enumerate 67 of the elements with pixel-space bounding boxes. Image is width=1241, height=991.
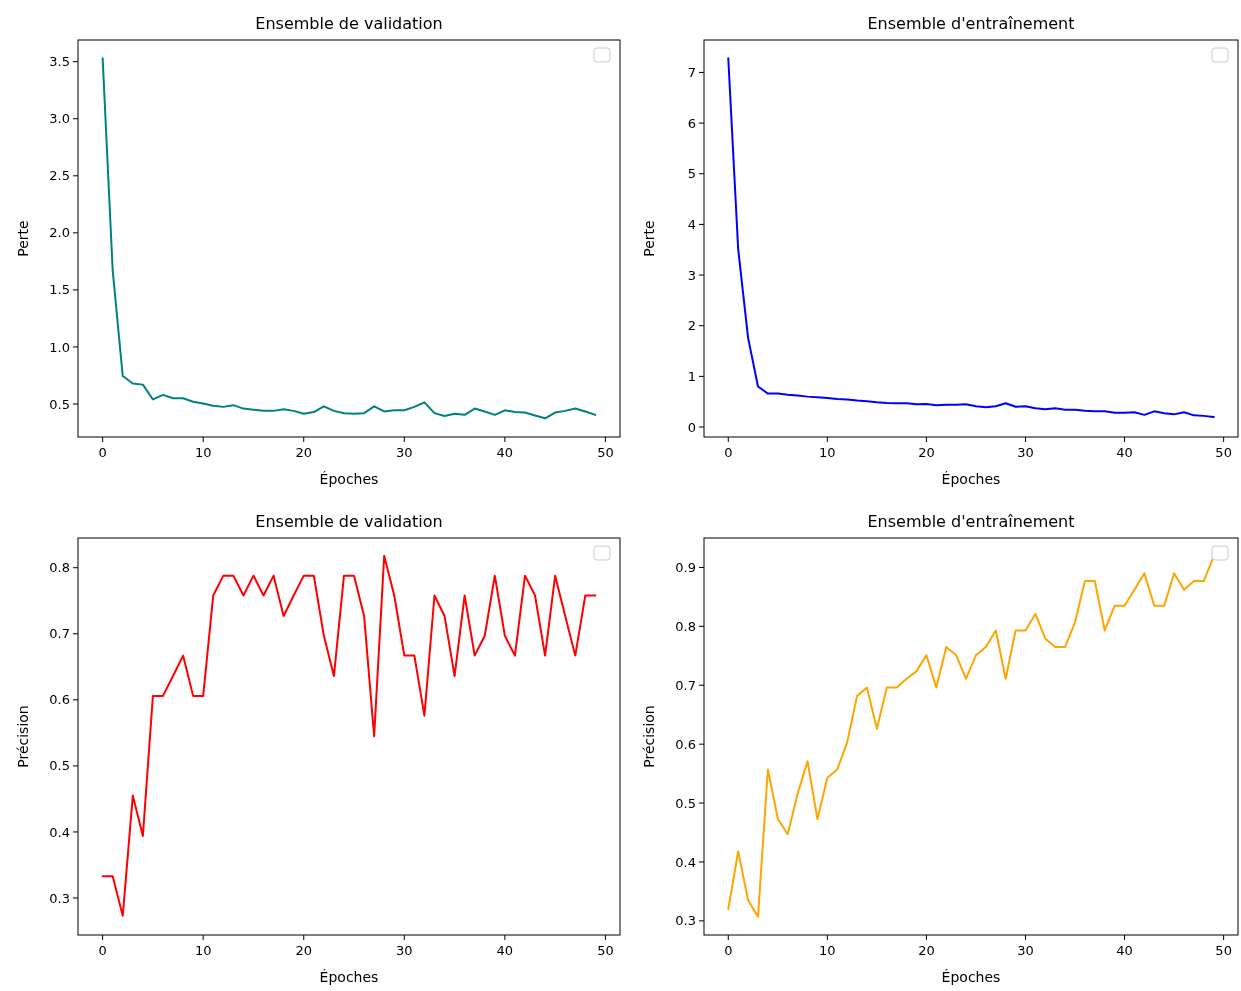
x-tick-label: 20 bbox=[918, 943, 935, 958]
y-tick-label: 0.7 bbox=[49, 626, 70, 642]
x-tick-label: 30 bbox=[396, 943, 413, 958]
x-tick-label: 10 bbox=[819, 943, 836, 958]
y-tick-label: 3.0 bbox=[49, 111, 70, 127]
y-tick-label: 0.6 bbox=[675, 736, 696, 752]
y-tick-label: 7 bbox=[687, 64, 696, 80]
x-tick-label: 30 bbox=[1017, 943, 1034, 958]
x-tick-label: 30 bbox=[1017, 445, 1034, 460]
chart-title: Ensemble de validation bbox=[255, 14, 443, 33]
y-tick-label: 0.3 bbox=[49, 890, 70, 906]
y-tick-label: 3.5 bbox=[49, 54, 70, 70]
y-tick-label: 0.7 bbox=[675, 677, 696, 693]
x-tick-label: 20 bbox=[295, 943, 313, 958]
line-series bbox=[727, 57, 1215, 418]
x-tick-label: 40 bbox=[496, 943, 514, 958]
y-tick-label: 0.5 bbox=[675, 795, 696, 811]
y-tick-label: 1.0 bbox=[49, 339, 70, 355]
line-series bbox=[101, 554, 597, 917]
y-tick-label: 0.4 bbox=[49, 824, 70, 840]
line-series bbox=[101, 57, 597, 420]
y-tick-label: 5 bbox=[687, 166, 696, 182]
x-tick-label: 20 bbox=[918, 445, 935, 460]
x-tick-label: 10 bbox=[819, 445, 836, 460]
y-tick-label: 0.6 bbox=[49, 692, 70, 708]
x-tick-label: 0 bbox=[724, 445, 733, 460]
y-tick-label: 6 bbox=[687, 115, 696, 131]
y-tick-label: 1.5 bbox=[49, 282, 70, 298]
x-tick-label: 50 bbox=[1215, 445, 1232, 460]
y-tick-label: 0.8 bbox=[49, 560, 70, 576]
x-tick-label: 40 bbox=[496, 445, 514, 460]
x-tick-label: 0 bbox=[724, 943, 733, 958]
x-tick-label: 0 bbox=[98, 943, 107, 958]
y-tick-label: 0.9 bbox=[675, 560, 696, 575]
y-tick-label: 0.3 bbox=[675, 913, 696, 929]
x-tick-label: 0 bbox=[98, 445, 107, 460]
y-axis-title: Précision bbox=[15, 705, 31, 768]
x-axis-title: Époches bbox=[319, 969, 379, 985]
x-tick-label: 30 bbox=[396, 445, 413, 460]
x-tick-label: 40 bbox=[1116, 445, 1133, 460]
x-tick-label: 50 bbox=[1215, 943, 1232, 958]
y-tick-label: 0.4 bbox=[675, 854, 696, 870]
y-tick-label: 2 bbox=[687, 318, 696, 334]
x-tick-label: 10 bbox=[194, 943, 212, 958]
chart-title: Ensemble de validation bbox=[255, 512, 443, 531]
x-tick-label: 40 bbox=[1116, 943, 1133, 958]
y-tick-label: 0 bbox=[687, 419, 696, 435]
x-tick-label: 10 bbox=[194, 445, 212, 460]
chart-title: Ensemble d'entraînement bbox=[867, 512, 1075, 531]
x-axis-title: Époches bbox=[319, 471, 379, 487]
x-tick-label: 50 bbox=[597, 943, 614, 958]
y-tick-label: 0.5 bbox=[49, 396, 70, 412]
y-tick-label: 0.5 bbox=[49, 758, 70, 774]
x-tick-label: 20 bbox=[295, 445, 313, 460]
x-axis-title: Époches bbox=[941, 969, 1001, 985]
y-tick-label: 4 bbox=[687, 216, 696, 232]
y-tick-label: 0.8 bbox=[675, 618, 696, 634]
x-tick-label: 50 bbox=[597, 445, 614, 460]
x-axis-title: Époches bbox=[941, 471, 1001, 487]
y-tick-label: 3 bbox=[687, 267, 696, 283]
y-axis-title: Perte bbox=[15, 220, 31, 257]
y-tick-label: 2.0 bbox=[49, 225, 70, 241]
y-axis-title: Perte bbox=[641, 220, 657, 257]
y-axis-title: Précision bbox=[641, 705, 657, 768]
y-tick-label: 2.5 bbox=[49, 168, 70, 184]
y-tick-label: 1 bbox=[687, 368, 696, 384]
chart-title: Ensemble d'entraînement bbox=[867, 14, 1075, 33]
